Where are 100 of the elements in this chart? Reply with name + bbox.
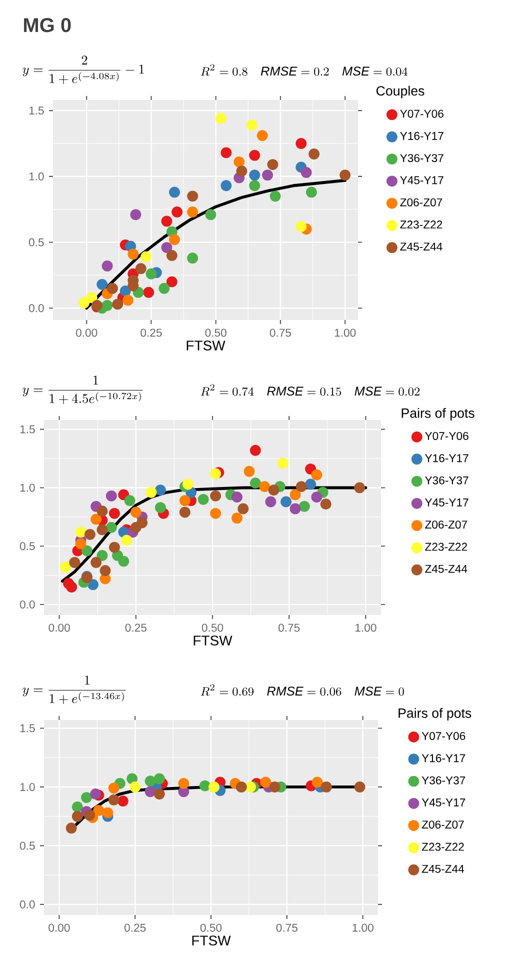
point (179, 506, 190, 518)
y-tick-label: 1.0 (20, 484, 35, 492)
legend-label: Y36-Y37 (422, 776, 466, 784)
point (216, 112, 226, 124)
point (312, 776, 323, 788)
point (140, 251, 152, 262)
legend-label: Z06-Z07 (400, 198, 442, 206)
point (210, 468, 222, 480)
point (232, 512, 242, 524)
text: $R^{2}=0.69\quad \mathit{RMSE}=0.06\quad \mathit{MSE}=0$ (200, 684, 404, 696)
point (311, 469, 322, 480)
legend-label: Y16-Y17 (400, 132, 444, 140)
legend-title: Pairs of pots (402, 408, 474, 420)
legend-label: Z23-Z22 (422, 842, 464, 851)
x-axis-title: FTSW (192, 936, 231, 946)
x-axis-title: FTSW (186, 340, 226, 350)
point (340, 170, 351, 181)
y-tick-label: 0.5 (20, 842, 35, 850)
x-tick-label: 0.75 (276, 924, 298, 932)
point (144, 776, 156, 787)
point (143, 286, 154, 298)
point (108, 794, 120, 806)
point (320, 498, 332, 510)
point (269, 781, 280, 792)
legend-label: Y36-Y37 (400, 154, 444, 162)
legend-label: Y36-Y37 (424, 476, 468, 484)
point (130, 209, 142, 220)
y-tick-label: 1.5 (20, 425, 35, 434)
point (320, 781, 332, 792)
legend-label: Y07-Y06 (400, 110, 444, 118)
point (146, 268, 157, 280)
point (220, 180, 232, 192)
point (72, 801, 83, 812)
legend-label: Z45-Z44 (425, 564, 468, 573)
x-tick-label: 0.75 (278, 624, 300, 632)
point (238, 503, 249, 514)
point (75, 526, 86, 538)
point (102, 807, 114, 818)
point (60, 562, 71, 573)
point (90, 556, 102, 568)
point (308, 148, 320, 160)
point (245, 781, 256, 792)
point (296, 221, 307, 232)
point (296, 138, 307, 149)
point (172, 206, 183, 218)
point (262, 170, 274, 181)
point (187, 252, 198, 264)
point (259, 481, 270, 492)
text: $y=\frac{1}{1+e^{(-13.46x)}}$ (22, 676, 126, 704)
point (130, 781, 141, 792)
legend-label: Z06-Z07 (425, 520, 467, 529)
point (102, 260, 113, 272)
point (117, 796, 128, 807)
point (208, 781, 220, 792)
point (311, 492, 322, 503)
point (270, 190, 281, 202)
point (244, 466, 255, 477)
point (93, 804, 104, 816)
text: $R^{2}=0.8\quad \mathit{RMSE}=0.2\quad \mathit{MSE}=0.04$ (200, 64, 408, 76)
point (268, 484, 280, 496)
x-tick-label: 0.25 (140, 328, 162, 337)
point (146, 486, 157, 498)
point (130, 522, 142, 533)
legend-label: Y16-Y17 (422, 754, 466, 762)
legend-label: Y07-Y06 (422, 732, 466, 740)
point (108, 542, 120, 553)
x-tick-label: 0.00 (48, 924, 70, 932)
point (354, 482, 366, 494)
point (108, 508, 120, 519)
point (187, 206, 198, 218)
point (81, 792, 92, 804)
point (118, 556, 130, 567)
legend-label: Y45-Y17 (400, 176, 444, 184)
point (249, 150, 260, 161)
point (256, 130, 268, 142)
point (354, 781, 366, 792)
point (108, 782, 120, 794)
text: $y=\frac{2}{1+e^{(-4.08x)}}-1$ (22, 56, 144, 84)
y-tick-label: 0.5 (28, 238, 44, 246)
point (66, 822, 77, 834)
y-tick-label: 0.0 (28, 304, 44, 312)
legend-label: Z23-Z22 (425, 542, 467, 551)
x-tick-label: 0.25 (125, 624, 146, 632)
point (290, 503, 301, 514)
point (154, 773, 165, 784)
point (122, 294, 134, 306)
point (78, 297, 90, 308)
point (205, 209, 216, 220)
x-axis-title: FTSW (194, 636, 232, 646)
point (169, 186, 180, 198)
legend-label: Y45-Y17 (424, 498, 468, 506)
point (121, 534, 132, 546)
point (90, 788, 102, 800)
point (69, 556, 80, 568)
point (300, 166, 312, 178)
point (290, 489, 301, 500)
point (128, 248, 139, 260)
point (75, 538, 86, 550)
point (154, 502, 166, 514)
point (72, 810, 83, 822)
